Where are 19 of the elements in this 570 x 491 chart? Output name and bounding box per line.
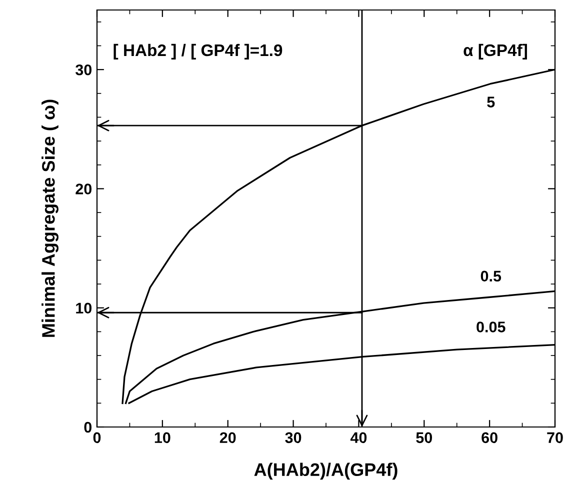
series-label: 5 [487,96,495,108]
x-tick-label: 20 [220,432,236,444]
x-tick-label: 70 [547,432,563,444]
series-label: 0.05 [476,322,506,332]
y-tick-label: 20 [76,184,92,194]
y-axis-title: Minimal Aggregate Size ( ω) [42,100,58,337]
series-label: 0.5 [480,270,502,282]
x-axis-title: A(HAb2)/A(GP4f) [254,462,398,480]
y-tick-label: 30 [76,64,92,76]
legend-title: α [GP4f] [464,44,527,60]
x-tick-label: 0 [93,432,101,444]
y-tick-label: 0 [84,422,92,433]
x-tick-label: 50 [416,432,432,444]
annotation: [ HAb2 ] / [ GP4f ]=1.9 [114,44,282,60]
x-tick-label: 60 [482,432,498,444]
x-tick-label: 10 [154,432,170,444]
y-tick-label: 10 [76,302,92,314]
x-tick-label: 30 [285,432,302,444]
x-tick-label: 40 [350,432,367,444]
